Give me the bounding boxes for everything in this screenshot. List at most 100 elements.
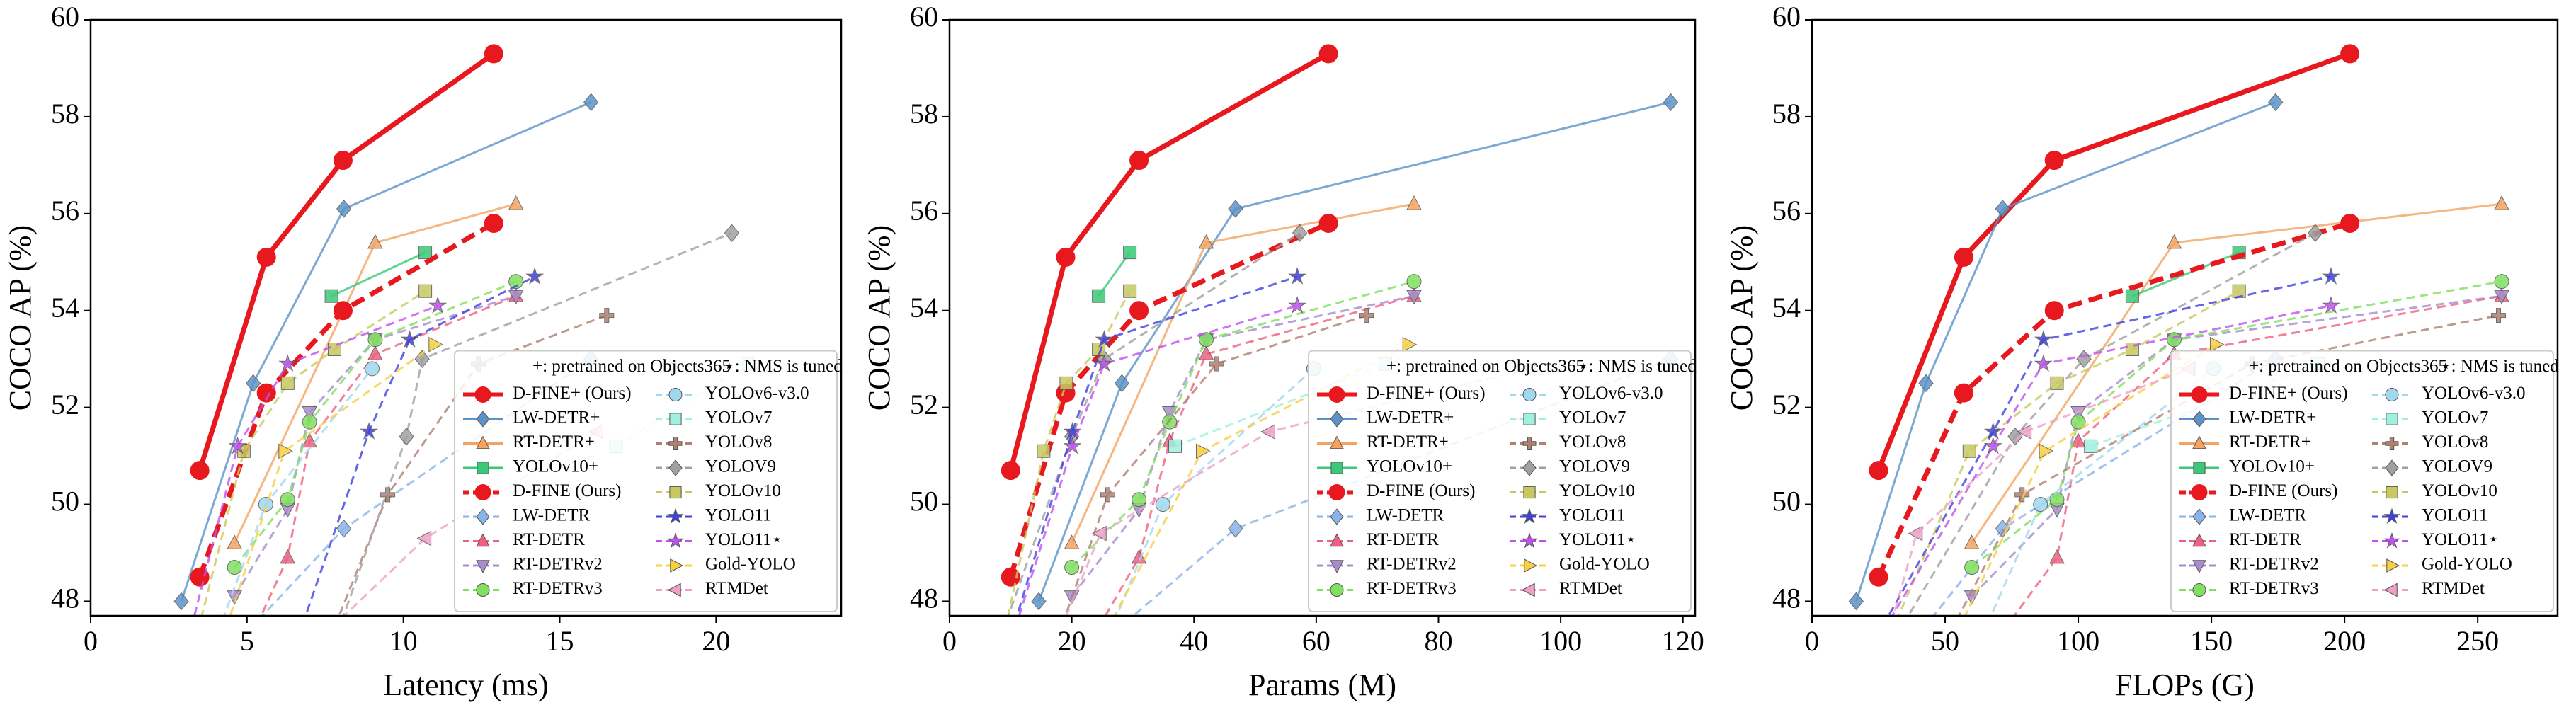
legend-swatch-marker [2386, 486, 2398, 499]
data-point [1056, 247, 1076, 267]
legend-note: +: pretrained on Objects365 [2249, 357, 2447, 376]
legend-swatch-marker [474, 484, 491, 500]
data-point [1001, 567, 1020, 587]
data-point [428, 336, 443, 352]
data-point [2232, 284, 2246, 298]
data-point [1196, 443, 1211, 459]
data-point [2308, 224, 2323, 242]
series-line [1892, 367, 2190, 616]
legend-label: Gold-YOLO [1559, 555, 1650, 574]
data-point [1863, 677, 1876, 690]
legend-swatch-marker [2191, 484, 2208, 500]
data-point [399, 427, 414, 446]
series-line [1854, 101, 2276, 602]
data-point [178, 677, 191, 690]
legend-label: RT-DETR [513, 530, 585, 549]
data-point [2494, 290, 2509, 305]
data-point [302, 414, 317, 430]
legend-swatch-marker [668, 583, 681, 597]
data-point [416, 530, 432, 546]
legend-label: RT-DETR+ [1367, 432, 1449, 452]
legend-label: YOLO11 [1559, 506, 1626, 525]
x-tick-label: 15 [546, 625, 574, 657]
data-point [2084, 439, 2098, 453]
series-line [342, 231, 732, 616]
data-point [1954, 247, 1973, 267]
legend-swatch-marker [2192, 508, 2206, 525]
x-tick-label: 0 [1805, 625, 1819, 657]
data-point [1869, 567, 1888, 587]
x-tick-label: 100 [2057, 625, 2099, 657]
data-point [2491, 308, 2506, 323]
legend-label: YOLO11⋆ [2422, 530, 2499, 549]
legend-swatch-marker [1521, 532, 1538, 549]
legend-label: Gold-YOLO [2422, 555, 2512, 574]
data-point [2050, 376, 2064, 390]
data-point [246, 374, 261, 393]
legend-label: D-FINE (Ours) [2229, 481, 2337, 500]
data-point [1123, 284, 1137, 298]
series-line [222, 367, 373, 616]
data-point [2322, 267, 2340, 285]
axes-frame [1811, 18, 2559, 617]
x-tick-label: 80 [1424, 625, 1452, 657]
data-point [2014, 487, 2030, 503]
data-point [227, 534, 243, 549]
data-point [2034, 354, 2053, 372]
data-point [2166, 332, 2182, 348]
plot-area [1848, 44, 2509, 690]
legend-label: RTMDet [1559, 579, 1622, 598]
data-point [1288, 296, 1307, 314]
x-tick-label: 250 [2456, 625, 2499, 657]
legend-label: RT-DETRv2 [2229, 555, 2319, 574]
x-tick-label: 50 [1931, 625, 1959, 657]
legend-box [454, 350, 838, 612]
data-point [428, 296, 448, 314]
data-point [1402, 336, 1418, 352]
data-point [176, 646, 193, 662]
legend-note: +: pretrained on Objects365 [532, 357, 731, 376]
legend-label: YOLOv6-v3.0 [1559, 384, 1663, 403]
data-point [2340, 44, 2360, 64]
data-point [328, 343, 341, 356]
plot-area [986, 44, 1679, 668]
legend-label: RTMDet [705, 579, 768, 598]
data-point [364, 361, 380, 377]
data-point [1063, 436, 1082, 454]
x-tick-label: 0 [84, 625, 98, 657]
data-point [2049, 549, 2065, 564]
plot-area [173, 44, 754, 690]
legend-label: YOLOv10 [2422, 481, 2497, 500]
legend-swatch-marker [2385, 459, 2399, 476]
y-tick-label: 54 [1772, 292, 1801, 323]
series-line [197, 221, 496, 578]
data-point [1129, 301, 1149, 321]
data-point [1848, 592, 1864, 611]
data-point [986, 651, 1000, 668]
y-tick-label: 56 [51, 195, 79, 227]
data-point [599, 308, 615, 323]
legend-swatch-marker [1330, 435, 1344, 449]
legend-swatch-marker [2383, 532, 2400, 549]
legend-swatch-marker [2386, 558, 2400, 573]
data-point [2039, 443, 2054, 459]
data-point [1861, 641, 1877, 657]
series-line [1887, 275, 2332, 616]
series-line [1104, 294, 1415, 616]
data-point [1001, 461, 1020, 481]
legend-label: RT-DETRv3 [513, 579, 603, 598]
data-point [1406, 274, 1422, 290]
data-point [173, 592, 189, 611]
legend-label: D-FINE (Ours) [1367, 481, 1475, 500]
legend-swatch-marker [1522, 459, 1537, 476]
legend-swatch-marker [670, 558, 683, 573]
legend-label: YOLO11⋆ [1559, 530, 1636, 549]
legend-label: D-FINE+ (Ours) [513, 384, 632, 403]
data-point [258, 497, 273, 512]
y-tick-label: 52 [910, 389, 938, 420]
data-point [418, 246, 433, 260]
legend-label: YOLOv6-v3.0 [2422, 384, 2526, 403]
series-line [338, 314, 608, 616]
series-line [1876, 221, 2351, 578]
legend-label: RT-DETR [2229, 530, 2301, 549]
